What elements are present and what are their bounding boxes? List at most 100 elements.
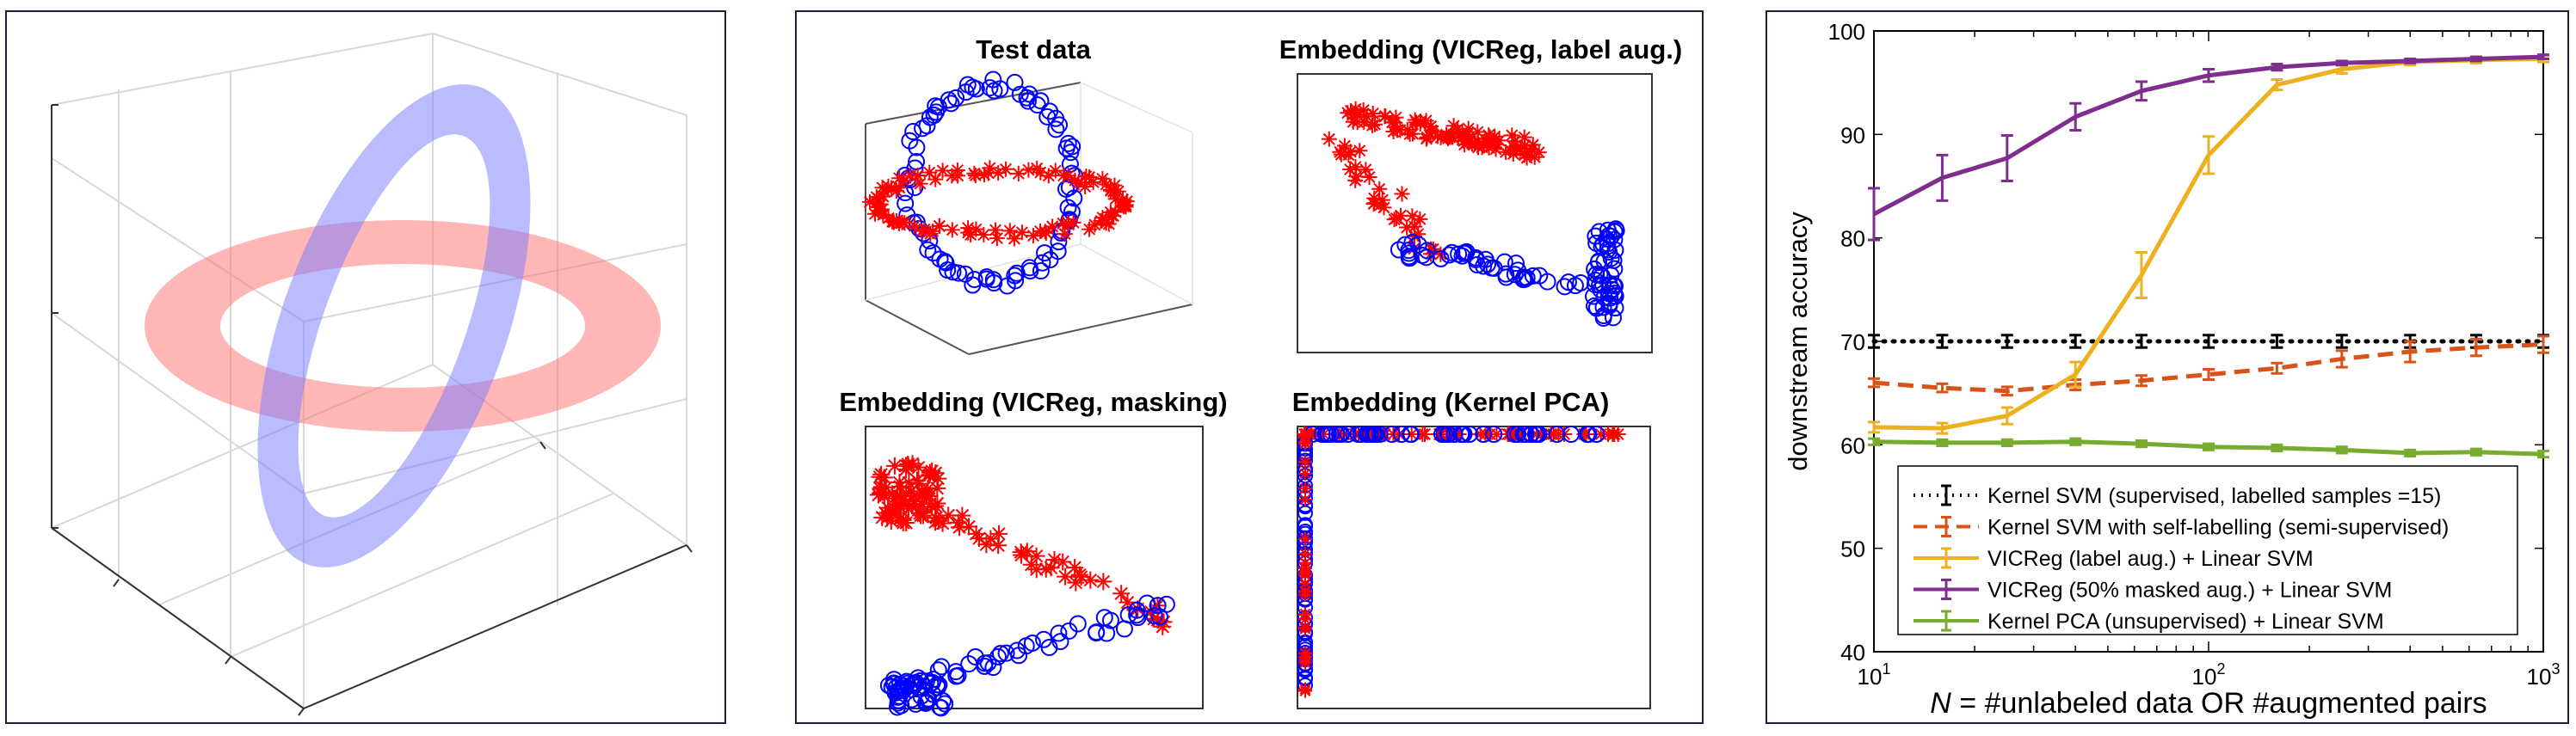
error-bar: [2335, 349, 2348, 369]
rings-axis-ticks: [51, 104, 693, 716]
blue-point: [1432, 249, 1450, 267]
red-point: [910, 475, 928, 493]
error-bar: [2469, 338, 2482, 358]
test-data-points: [861, 71, 1135, 295]
blue-point: [1457, 242, 1476, 261]
red-point: [899, 457, 917, 475]
red-point: [914, 506, 932, 524]
blue-point: [1600, 295, 1618, 313]
red-point: [1516, 129, 1532, 145]
error-bar: [2404, 340, 2417, 364]
red-point: [1298, 655, 1312, 670]
red-point: [1298, 622, 1312, 636]
red-point: [1460, 134, 1476, 150]
red-point: [1298, 466, 1312, 481]
red-point: [1321, 131, 1337, 147]
red-point: [1098, 176, 1114, 193]
blue-point: [1586, 276, 1604, 294]
red-point: [1112, 585, 1131, 603]
error-bar: [2271, 443, 2283, 453]
red-point: [1045, 218, 1061, 235]
blue-point: [1333, 426, 1351, 443]
vicreg-label-frame: [1297, 73, 1653, 353]
red-point: [894, 511, 912, 529]
red-point: [1037, 560, 1055, 578]
red-point: [1085, 174, 1101, 190]
red-point: [876, 504, 894, 522]
red-point: [1094, 170, 1111, 187]
blue-point: [1095, 609, 1113, 627]
red-point: [1371, 181, 1388, 197]
red-point: [902, 482, 920, 500]
red-point: [1154, 617, 1172, 635]
blue-point: [1590, 252, 1608, 270]
red-point: [951, 518, 969, 537]
red-point: [1298, 429, 1312, 444]
vicreg-mask-frame: [865, 426, 1204, 709]
red-point: [1525, 137, 1541, 153]
red-point: [1025, 228, 1041, 244]
red-point: [872, 465, 891, 483]
blue-point: [1313, 426, 1331, 443]
blue-point: [991, 80, 1009, 98]
blue-point: [1059, 199, 1077, 217]
red-point: [1531, 144, 1547, 161]
red-point: [896, 173, 912, 189]
red-point: [1006, 230, 1022, 247]
blue-point: [907, 695, 925, 713]
y-tick-label: 40: [1840, 640, 1865, 665]
blue-point: [1485, 426, 1503, 443]
error-bar: [1868, 420, 1880, 434]
red-point: [1037, 224, 1053, 240]
red-point: [1055, 215, 1071, 231]
red-point: [1106, 177, 1123, 193]
kpca-points: [1297, 426, 1626, 698]
blue-point: [1528, 426, 1546, 443]
red-point: [1418, 113, 1434, 129]
red-point: [1142, 603, 1160, 621]
blue-point: [919, 241, 937, 259]
blue-point: [984, 659, 1002, 677]
error-bar: [2203, 68, 2215, 83]
red-point: [1392, 207, 1408, 224]
legend-entry: Kernel SVM with self-labelling (semi-sup…: [1914, 516, 2449, 540]
blue-point: [1088, 623, 1106, 641]
red-point: [1366, 116, 1383, 132]
red-point: [1406, 241, 1422, 257]
red-point: [953, 506, 971, 524]
blue-point: [1128, 606, 1146, 624]
red-point: [988, 222, 1004, 238]
blue-point: [942, 95, 960, 113]
error-bar: [2203, 442, 2215, 451]
red-point: [967, 524, 985, 543]
red-point: [1298, 566, 1312, 580]
blue-point: [964, 276, 982, 294]
error-bar: [2335, 59, 2348, 67]
red-point: [1094, 210, 1111, 226]
y-tick-label: 80: [1840, 226, 1865, 252]
legend-entry: Kernel SVM (supervised, labelled samples…: [1914, 484, 2441, 508]
blue-point: [904, 123, 922, 141]
error-bar: [2135, 80, 2148, 102]
error-bar: [2537, 450, 2549, 459]
blue-point: [1051, 116, 1069, 134]
error-bar: [2069, 334, 2082, 349]
red-point: [1504, 127, 1520, 144]
blue-point: [898, 674, 916, 692]
blue-point: [1008, 264, 1026, 282]
blue-point: [1006, 73, 1024, 91]
red-point: [1406, 228, 1422, 244]
red-point: [1377, 107, 1394, 124]
blue-point: [888, 698, 906, 716]
legend-label: Kernel PCA (unsupervised) + Linear SVM: [1987, 610, 2384, 634]
red-point: [1404, 208, 1420, 224]
rings-svg: [51, 33, 693, 716]
red-point: [925, 223, 941, 239]
blue-point: [1450, 245, 1468, 263]
red-point: [1336, 138, 1353, 154]
blue-point: [1402, 426, 1420, 443]
red-point: [1408, 114, 1425, 131]
error-bar: [1868, 377, 1880, 389]
red-point: [1347, 159, 1364, 175]
error-bar: [1936, 334, 1949, 349]
